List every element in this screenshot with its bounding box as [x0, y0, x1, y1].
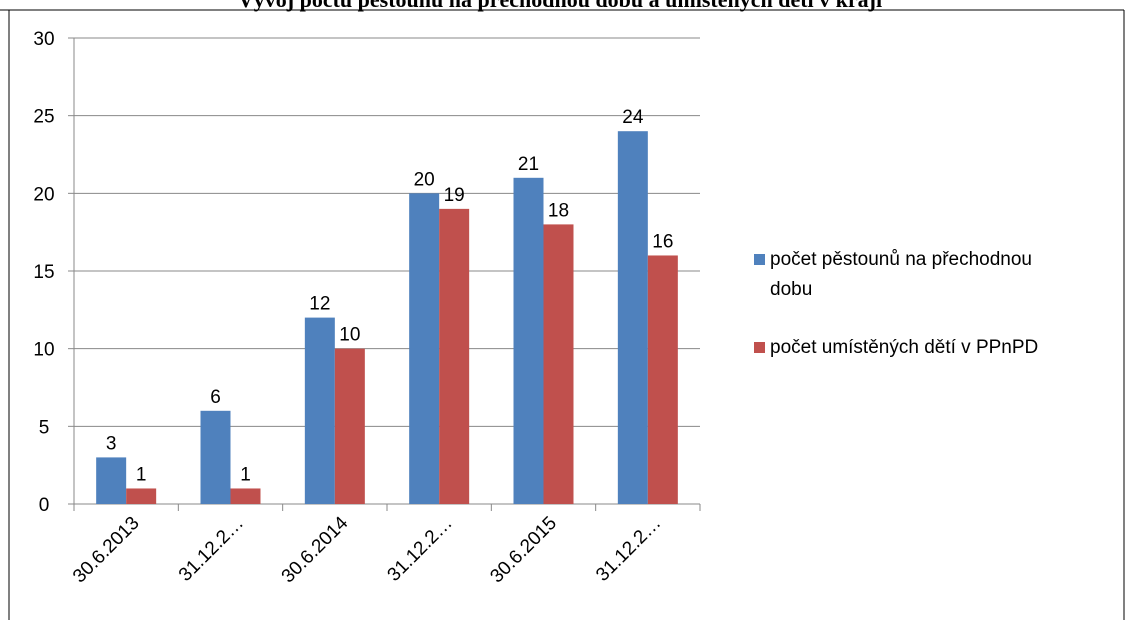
data-label-series-1: 10 — [339, 325, 360, 346]
x-tick-label: 30.6.2013 — [69, 513, 144, 588]
legend-label-series-1: počet umístěných dětí v PPnPD — [770, 337, 1038, 358]
y-tick-label: 5 — [39, 417, 50, 438]
bar-series-1 — [334, 348, 365, 504]
data-label-series-1: 18 — [548, 200, 569, 221]
data-label-series-0: 20 — [414, 169, 435, 190]
legend-swatch-series-1 — [754, 342, 765, 353]
bar-series-1 — [230, 488, 261, 504]
y-tick-label: 20 — [33, 184, 54, 205]
bar-series-0 — [513, 177, 544, 505]
x-tick-label: 31.12.2… — [592, 513, 665, 586]
bar-layer — [96, 131, 678, 505]
grid-layer — [74, 37, 700, 427]
data-label-series-0: 24 — [622, 107, 644, 128]
legend-swatch-series-0 — [754, 254, 765, 265]
data-label-series-0: 21 — [518, 154, 539, 175]
bar-series-1 — [126, 488, 157, 504]
y-tick-label: 10 — [33, 340, 54, 361]
data-label-series-1: 19 — [444, 185, 465, 206]
x-tick-label: 30.6.2015 — [486, 513, 561, 588]
data-label-series-0: 12 — [309, 294, 330, 315]
legend-layer: počet pěstounů na přechodnou dobu počet um… — [754, 249, 1038, 358]
x-tick-label: 31.12.2… — [175, 513, 248, 586]
bar-series-0 — [304, 317, 335, 504]
data-label-series-0: 3 — [106, 433, 117, 454]
chart-title: Vývoj počtu pěstounů na přechodnou dobu … — [238, 0, 882, 12]
data-label-series-1: 1 — [136, 464, 147, 485]
bar-series-1 — [543, 224, 574, 504]
data-label-series-1: 1 — [240, 464, 251, 485]
legend-label-series-0: počet pěstounů na přechodnou dobu — [770, 249, 1032, 300]
bar-series-0 — [200, 410, 231, 504]
y-tick-label: 15 — [33, 262, 54, 283]
bar-series-1 — [439, 208, 470, 504]
x-tick-label: 31.12.2… — [384, 513, 457, 586]
bar-series-0 — [409, 193, 440, 505]
label-layer: 3 6 12 20 21 24 1 1 10 19 18 16 — [106, 107, 674, 485]
y-tick-label: 25 — [33, 107, 54, 128]
y-tick-label: 0 — [39, 495, 50, 516]
bar-series-0 — [617, 131, 648, 504]
x-tick-label: 30.6.2014 — [278, 512, 353, 587]
bar-series-1 — [647, 255, 678, 504]
data-label-series-1: 16 — [652, 231, 673, 252]
y-tick-label: 30 — [33, 29, 54, 50]
bar-series-0 — [96, 457, 127, 504]
data-label-series-0: 6 — [210, 387, 221, 408]
